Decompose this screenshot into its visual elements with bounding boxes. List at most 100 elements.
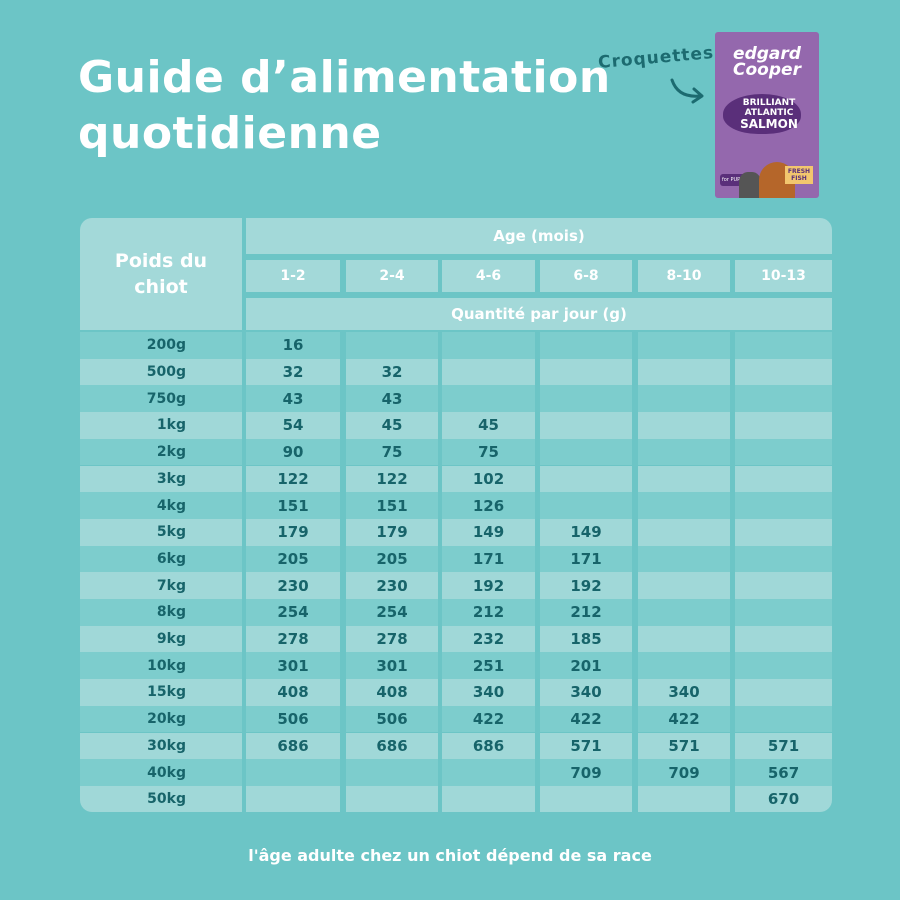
quantity-cell	[246, 759, 340, 786]
quantity-cell: 179	[246, 518, 340, 546]
quantity-cell: 408	[246, 679, 340, 706]
quantity-cell	[638, 492, 730, 519]
quantity-cell	[735, 679, 832, 706]
weight-cell: 40kg	[80, 759, 242, 786]
quantity-cell: 301	[246, 652, 340, 680]
weight-cell: 200g	[80, 332, 242, 359]
quantity-cell	[735, 332, 832, 359]
quantity-cell: 686	[246, 732, 340, 760]
weight-cell: 9kg	[80, 625, 242, 653]
arrow-icon	[670, 78, 704, 104]
quantity-cell: 201	[540, 652, 632, 680]
weight-cell: 15kg	[80, 679, 242, 706]
feeding-table: Poids du chiot Age (mois) Quantité par j…	[80, 218, 832, 812]
quantity-cell	[442, 358, 535, 386]
quantity-cell: 32	[346, 358, 438, 386]
quantity-cell: 340	[638, 679, 730, 706]
quantity-cell: 32	[246, 358, 340, 386]
quantity-cell	[346, 785, 438, 812]
quantity-cell: 571	[735, 732, 832, 760]
weight-cell: 50kg	[80, 785, 242, 812]
quantity-cell: 254	[346, 599, 438, 626]
fish-icon	[723, 94, 801, 134]
quantity-cell	[638, 465, 730, 493]
weight-cell: 1kg	[80, 412, 242, 439]
quantity-cell: 571	[638, 732, 730, 760]
weight-cell: 30kg	[80, 732, 242, 760]
age-header: Age (mois)	[246, 218, 832, 254]
quantity-cell: 686	[442, 732, 535, 760]
weight-cell: 500g	[80, 358, 242, 386]
quantity-cell	[540, 332, 632, 359]
quantity-cell	[735, 652, 832, 680]
quantity-cell: 571	[540, 732, 632, 760]
brand-logo: edgard Cooper	[733, 44, 801, 80]
quantity-cell	[638, 545, 730, 573]
quantity-cell: 340	[442, 679, 535, 706]
weight-cell: 10kg	[80, 652, 242, 680]
weight-cell: 3kg	[80, 465, 242, 493]
quantity-cell: 212	[442, 599, 535, 626]
weight-cell: 5kg	[80, 518, 242, 546]
quantity-cell: 278	[246, 625, 340, 653]
quantity-cell: 185	[540, 625, 632, 653]
cat-icon	[739, 172, 761, 198]
quantity-cell: 251	[442, 652, 535, 680]
quantity-cell: 232	[442, 625, 535, 653]
quantity-cell	[638, 358, 730, 386]
weight-cell: 6kg	[80, 545, 242, 573]
quantity-cell: 340	[540, 679, 632, 706]
weight-cell: 4kg	[80, 492, 242, 519]
quantity-cell: 54	[246, 412, 340, 439]
weight-header: Poids du chiot	[80, 218, 242, 330]
quantity-cell	[638, 438, 730, 466]
quantity-cell	[735, 438, 832, 466]
product-name: BRILLIANT ATLANTIC SALMON	[740, 98, 798, 131]
page-title: Guide d’alimentation quotidienne	[78, 50, 611, 162]
quantity-cell	[540, 412, 632, 439]
quantity-cell	[540, 465, 632, 493]
quantity-cell: 149	[540, 518, 632, 546]
title-line-2: quotidienne	[78, 108, 382, 159]
quantity-cell	[735, 625, 832, 653]
quantity-cell	[638, 785, 730, 812]
quantity-cell	[735, 492, 832, 519]
footnote: l'âge adulte chez un chiot dépend de sa …	[248, 846, 652, 865]
quantity-cell	[246, 785, 340, 812]
quantity-cell: 301	[346, 652, 438, 680]
quantity-cell: 179	[346, 518, 438, 546]
quantity-cell	[735, 599, 832, 626]
quantity-cell: 567	[735, 759, 832, 786]
product-image: edgard Cooper BRILLIANT ATLANTIC SALMON for…	[715, 32, 819, 198]
quantity-cell: 75	[346, 438, 438, 466]
quantity-cell: 171	[442, 545, 535, 573]
quantity-cell: 149	[442, 518, 535, 546]
quantity-cell	[638, 625, 730, 653]
quantity-cell	[735, 358, 832, 386]
quantity-cell: 45	[346, 412, 438, 439]
quantity-cell: 506	[246, 705, 340, 733]
quantity-cell: 230	[246, 572, 340, 599]
quantity-cell: 151	[346, 492, 438, 519]
quantity-cell: 408	[346, 679, 438, 706]
quantity-cell	[540, 438, 632, 466]
weight-cell: 2kg	[80, 438, 242, 466]
quantity-cell: 171	[540, 545, 632, 573]
quantity-cell: 205	[246, 545, 340, 573]
title-line-1: Guide d’alimentation	[78, 52, 611, 103]
quantity-cell	[442, 759, 535, 786]
quantity-cell	[638, 385, 730, 413]
quantity-cell	[540, 492, 632, 519]
quantity-cell: 205	[346, 545, 438, 573]
quantity-cell: 126	[442, 492, 535, 519]
quantity-cell	[638, 412, 730, 439]
quantity-cell: 212	[540, 599, 632, 626]
quantity-cell	[735, 412, 832, 439]
quantity-cell: 43	[246, 385, 340, 413]
quantity-cell	[735, 465, 832, 493]
age-column-header: 10-13	[735, 260, 832, 292]
quantity-cell: 45	[442, 412, 535, 439]
fresh-fish-badge: FRESH FISH	[785, 166, 813, 184]
quantity-cell: 16	[246, 332, 340, 359]
quantity-cell	[735, 545, 832, 573]
